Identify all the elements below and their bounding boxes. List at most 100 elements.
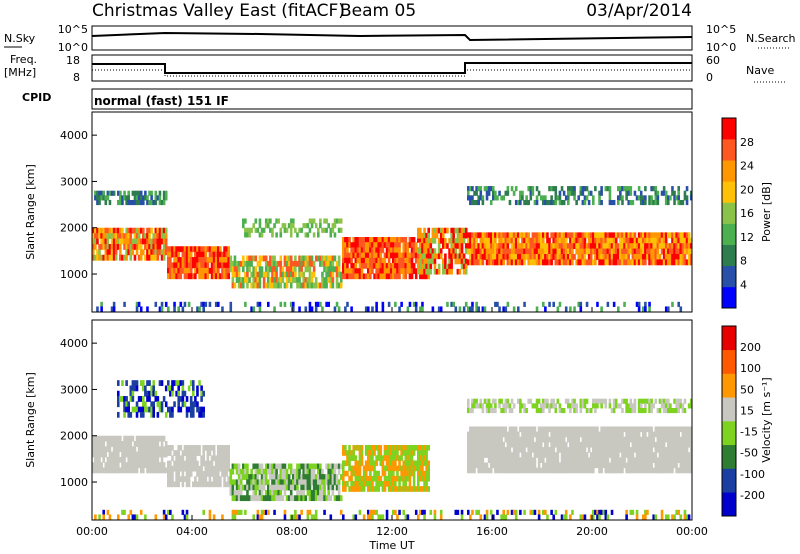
vel-cell <box>639 436 643 443</box>
power-cell <box>167 246 170 253</box>
power-cell <box>231 277 235 284</box>
power-cell <box>423 227 426 234</box>
power-cell <box>617 232 620 239</box>
vel-cell <box>508 431 512 438</box>
vel-cell <box>629 457 633 463</box>
vel-cell <box>131 467 135 474</box>
vel-cell <box>419 475 422 482</box>
power-colorbar-label: Power [dB] <box>760 182 773 242</box>
power-cell <box>506 301 510 307</box>
power-cell <box>381 306 385 312</box>
vel-cell <box>379 481 383 487</box>
power-cell <box>644 259 647 266</box>
power-cell <box>639 259 643 266</box>
vel-cell <box>392 450 395 456</box>
vel-cell <box>242 495 245 502</box>
vel-cell <box>102 456 105 463</box>
power-cell <box>327 277 330 284</box>
power-cell <box>98 243 101 250</box>
power-cell <box>169 267 172 274</box>
vel-cell <box>475 426 478 433</box>
vel-cell <box>364 470 368 477</box>
vel-cell <box>654 457 658 463</box>
power-cell <box>560 199 564 206</box>
vel-cell <box>479 431 483 438</box>
vel-cell <box>631 403 635 409</box>
power-cell <box>344 247 347 254</box>
power-cell <box>458 268 462 275</box>
power-cell <box>329 255 333 262</box>
power-cell <box>204 246 208 253</box>
power-cell <box>298 271 301 278</box>
power-cell <box>633 248 637 255</box>
power-cell <box>635 237 639 244</box>
power-cell <box>600 186 603 192</box>
power-cell <box>485 248 489 255</box>
vel-cell <box>685 467 689 474</box>
vel-cell <box>289 479 293 486</box>
power-cell <box>150 243 153 250</box>
vel-cell <box>514 467 518 474</box>
power-cell <box>133 238 137 245</box>
power-cell <box>408 263 412 269</box>
power-cell <box>646 243 649 250</box>
vel-cell <box>146 441 149 447</box>
power-cell <box>114 233 118 240</box>
vel-cell <box>527 426 530 433</box>
power-cell <box>398 273 401 280</box>
power-cell <box>294 227 297 233</box>
power-cell <box>517 237 520 244</box>
vel-cell <box>500 447 503 453</box>
vel-cell <box>396 465 399 472</box>
vel-cell <box>587 407 591 414</box>
power-cell <box>267 271 270 278</box>
vel-cell <box>625 509 628 515</box>
vel-cell <box>258 514 262 520</box>
power-cell <box>408 252 412 259</box>
power-cell <box>289 277 293 284</box>
vel-cell <box>477 447 480 453</box>
vel-cell <box>489 467 493 474</box>
power-cell <box>133 243 137 250</box>
vel-cell <box>383 455 387 461</box>
power-cell <box>608 186 612 192</box>
vel-cell <box>173 465 176 472</box>
vel-cell <box>608 447 612 453</box>
power-cell <box>427 253 430 260</box>
vel-cell <box>246 484 249 491</box>
vel-colorbar-tick: 100 <box>740 362 761 375</box>
vel-cell <box>142 380 145 386</box>
vel-cell <box>196 481 199 488</box>
power-cell <box>627 232 630 239</box>
power-cell <box>371 242 374 248</box>
power-cell <box>567 199 570 206</box>
vel-cell <box>142 396 145 402</box>
vel-cell <box>596 462 599 469</box>
power-cell <box>502 259 505 266</box>
vel-cell <box>523 441 526 448</box>
vel-cell <box>662 398 666 404</box>
power-cell <box>448 248 451 254</box>
vel-cell <box>158 446 162 453</box>
power-cell <box>442 258 445 265</box>
vel-cell <box>606 431 610 438</box>
vel-cell <box>260 479 264 486</box>
power-cell <box>381 237 385 243</box>
vel-cell <box>183 445 187 451</box>
vel-cell <box>617 447 620 453</box>
power-cell <box>137 243 141 250</box>
power-cell <box>369 263 372 269</box>
power-cell <box>246 277 249 284</box>
vel-cell <box>377 450 380 456</box>
power-cell <box>179 262 183 269</box>
power-cell <box>529 190 533 196</box>
vel-cell <box>131 385 135 392</box>
vel-cell <box>96 446 99 453</box>
power-cell <box>275 277 278 284</box>
vel-cell <box>469 431 472 438</box>
vel-cell <box>677 452 680 458</box>
vel-cell <box>235 495 239 502</box>
vel-cell <box>579 452 583 458</box>
power-cell <box>404 237 408 243</box>
vel-cell <box>554 452 558 458</box>
